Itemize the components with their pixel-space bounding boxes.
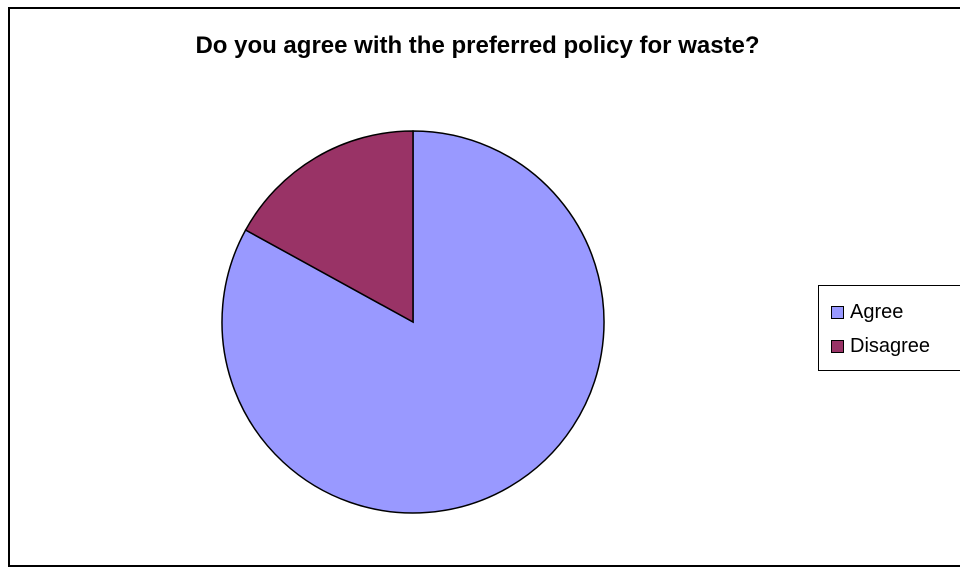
chart-title: Do you agree with the preferred policy f… xyxy=(195,32,760,59)
pie-slice-disagree xyxy=(244,130,414,324)
legend-label-disagree: Disagree xyxy=(850,334,931,357)
legend: Agree Disagree xyxy=(818,285,960,371)
legend-label-agree: Agree xyxy=(850,300,904,323)
legend-item-disagree: Disagree xyxy=(831,334,930,358)
legend-swatch-disagree xyxy=(831,339,844,353)
legend-swatch-agree xyxy=(831,305,844,319)
legend-item-agree: Agree xyxy=(831,300,903,324)
